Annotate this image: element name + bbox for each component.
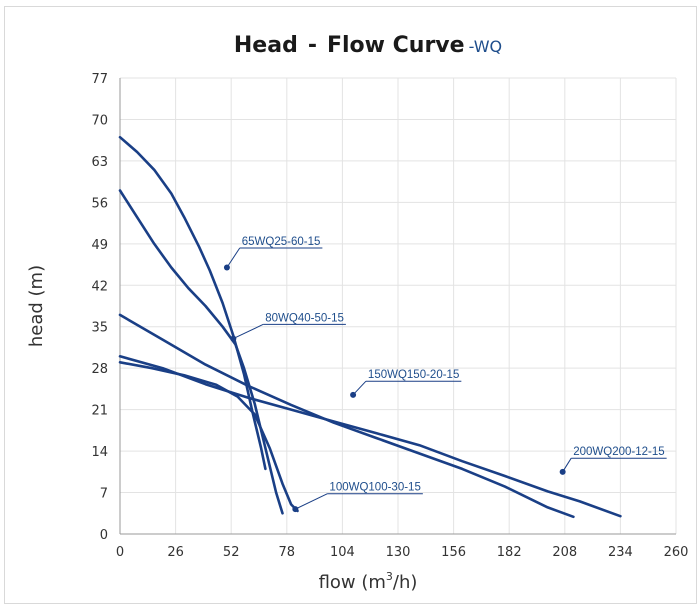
x-tick-label: 78 xyxy=(279,545,296,560)
y-tick-label: 49 xyxy=(91,238,108,253)
series-lines xyxy=(118,135,622,519)
x-tick-label: 182 xyxy=(497,545,522,560)
y-tick-label: 42 xyxy=(91,279,108,294)
chart-title: Head - Flow Curve -WQ xyxy=(234,33,502,58)
series-label-150WQ150-20-15: 150WQ150-20-15 xyxy=(368,369,459,381)
series-label-leader xyxy=(233,323,264,340)
x-axis-label: flow (m3/h) xyxy=(319,570,418,593)
x-tick-label: 104 xyxy=(330,545,355,560)
tick-labels: 0 26 52 78 104 130 156 182 208 234 260 0 7 14 21 28 35 42… xyxy=(91,72,688,560)
series-label-leader xyxy=(352,380,367,396)
x-tick-label: 208 xyxy=(552,545,577,560)
y-tick-label: 77 xyxy=(91,72,108,87)
y-tick-label: 7 xyxy=(100,487,108,502)
x-tick-label: 156 xyxy=(441,545,466,560)
y-tick-label: 0 xyxy=(100,528,108,543)
series-label-leader xyxy=(226,247,241,268)
series-label-leader xyxy=(295,493,328,510)
series-label-65WQ25-60-15: 65WQ25-60-15 xyxy=(242,236,321,248)
series-label-100WQ100-30-15: 100WQ100-30-15 xyxy=(329,482,420,494)
x-tick-label: 130 xyxy=(386,545,411,560)
series-labels: 65WQ25-60-15 80WQ40-50-15 150WQ150-20-15 10… xyxy=(226,236,667,510)
series-line-150WQ150-20-15 xyxy=(118,313,575,519)
axes xyxy=(119,78,676,535)
y-tick-label: 56 xyxy=(91,196,108,211)
plot-area xyxy=(118,78,674,534)
series-line-200WQ200-12-15 xyxy=(118,355,622,518)
series-label-200WQ200-12-15: 200WQ200-12-15 xyxy=(573,446,664,458)
y-tick-label: 21 xyxy=(91,404,108,419)
series-label-leader xyxy=(562,457,572,473)
y-axis-label: head (m) xyxy=(26,265,47,347)
y-tick-label: 63 xyxy=(91,155,108,170)
x-tick-label: 52 xyxy=(223,545,240,560)
series-line-80WQ40-50-15 xyxy=(118,189,284,515)
y-tick-label: 14 xyxy=(91,445,108,460)
series-label-80WQ40-50-15: 80WQ40-50-15 xyxy=(265,312,344,324)
y-tick-label: 35 xyxy=(91,321,108,336)
x-tick-label: 260 xyxy=(664,545,689,560)
x-tick-label: 0 xyxy=(116,545,124,560)
series-line-100WQ100-30-15 xyxy=(118,361,299,513)
x-tick-label: 26 xyxy=(167,545,184,560)
y-tick-label: 70 xyxy=(91,113,108,128)
x-tick-label: 234 xyxy=(608,545,633,560)
y-tick-label: 28 xyxy=(91,362,108,377)
